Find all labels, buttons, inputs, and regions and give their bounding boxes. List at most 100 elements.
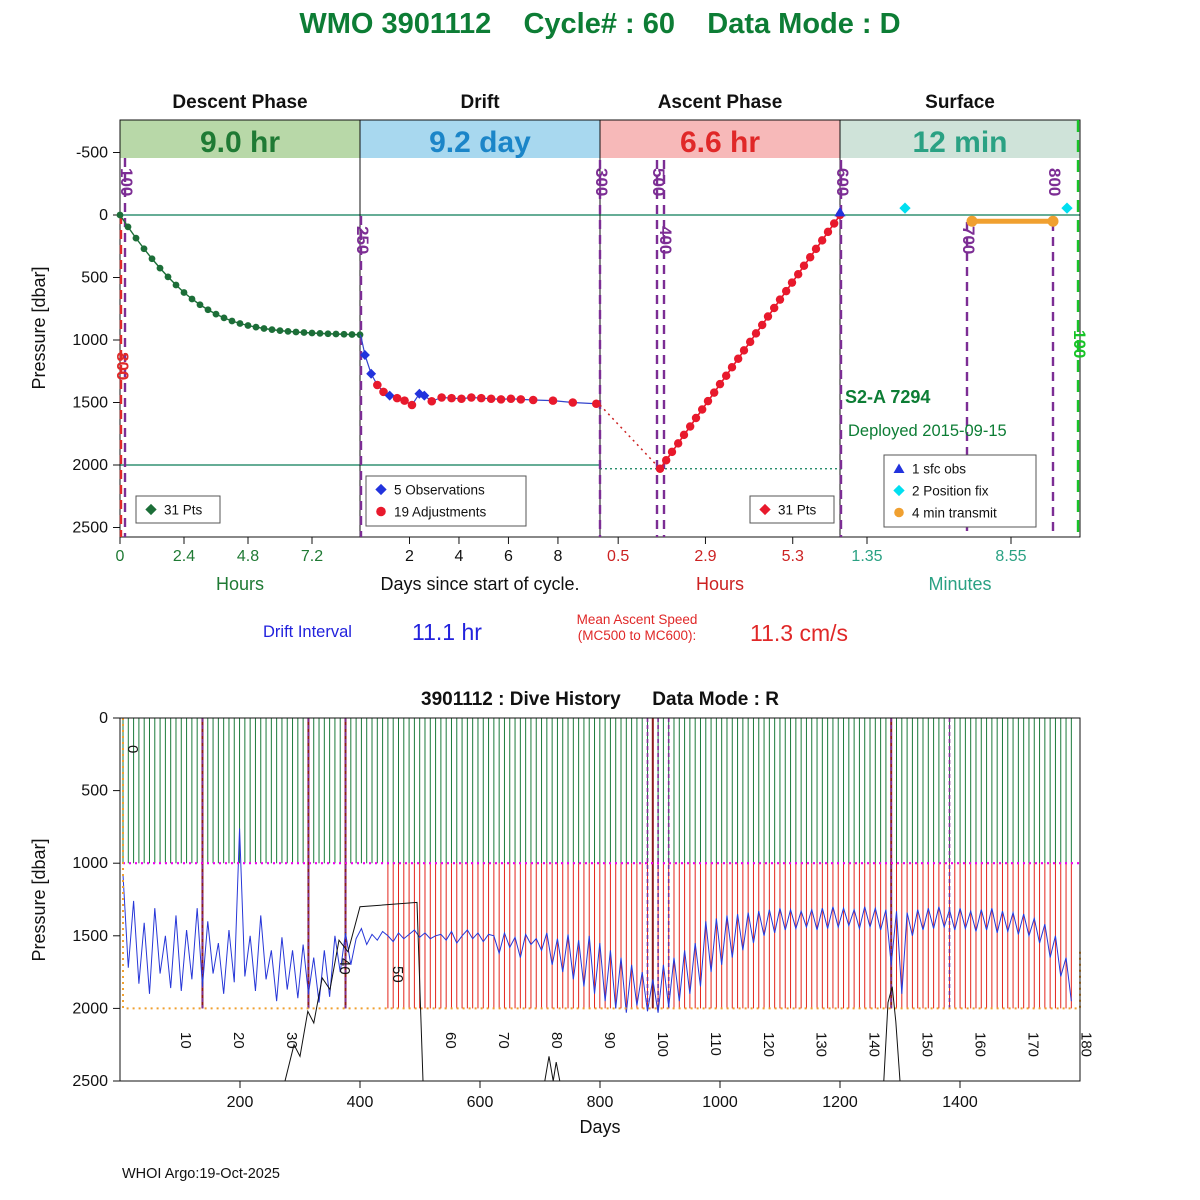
drift-adjustment-point: [447, 393, 456, 403]
ascent-point: [757, 320, 767, 330]
ascent-speed-value: 11.3 cm/s: [750, 620, 848, 646]
y-tick-label: 1000: [72, 332, 108, 349]
profile-depth-line: [122, 718, 1081, 1010]
circle-marker: [894, 507, 904, 518]
cycle-label: 70: [495, 1032, 512, 1049]
contour-line: [284, 901, 424, 1082]
contour-line: [883, 986, 901, 1082]
bottom-x-axis-label: Days: [579, 1117, 620, 1137]
descent-point: [204, 306, 212, 314]
descent-point: [116, 211, 124, 219]
x-tick-label: 1000: [702, 1094, 738, 1111]
y-tick-label: 0: [99, 207, 108, 224]
ascent-point: [661, 456, 671, 465]
descent-point: [148, 255, 156, 263]
diamond-marker: [893, 484, 905, 497]
ascent-point: [805, 253, 815, 262]
x-tick-label: 2.4: [173, 548, 195, 565]
ascent-point: [655, 464, 665, 473]
cycle-label: 60: [442, 1032, 459, 1049]
legend-box: [365, 475, 527, 527]
drift-adjustment-point: [496, 395, 506, 404]
cycle-label: 120: [760, 1032, 777, 1057]
x-tick-label: 1400: [942, 1094, 978, 1111]
cycle-label: 150: [919, 1032, 936, 1057]
y-tick-label: 500: [81, 270, 108, 287]
drift-adjustment-point: [591, 399, 601, 409]
x-tick-label: 4.8: [237, 548, 259, 565]
x-tick-label: 1200: [822, 1094, 858, 1111]
descent-point: [220, 314, 228, 322]
ascent-point: [727, 363, 737, 372]
diamond-marker: [384, 390, 395, 401]
cycle-label: 10: [177, 1032, 194, 1049]
mc-label: 700: [959, 226, 978, 254]
x-tick-label: 2: [405, 548, 414, 565]
ascent-point: [769, 303, 779, 313]
cycle-label: 110: [707, 1032, 724, 1056]
descent-point: [196, 301, 204, 309]
phase-duration: 6.6 hr: [680, 126, 760, 159]
phase-title: Drift: [460, 92, 500, 113]
transmit-end-marker: [1047, 215, 1059, 227]
x-axis-unit: Days since start of cycle.: [380, 574, 579, 594]
drift-adjustment-point: [407, 400, 417, 410]
diamond-marker: [359, 350, 370, 360]
deployed-date: Deployed 2015-09-15: [848, 422, 1007, 440]
drift-adjustment-point: [467, 393, 476, 402]
x-tick-label: 200: [227, 1094, 254, 1111]
triangle-marker: [834, 206, 846, 217]
phase-band: [840, 120, 1080, 158]
ascent-point: [679, 430, 689, 440]
drift-interval-label: Drift Interval: [263, 623, 352, 641]
mc-label: 600: [833, 168, 852, 196]
ascent-point: [823, 227, 833, 237]
phase-title: Descent Phase: [172, 92, 307, 113]
ascent-point: [709, 388, 719, 397]
phase-band: [360, 120, 600, 158]
diamond-marker: [759, 503, 771, 516]
ascent-point: [685, 422, 695, 431]
legend-label: 31 Pts: [164, 503, 203, 518]
x-tick-label: 400: [347, 1094, 374, 1111]
mc-label: 300: [592, 168, 611, 196]
cycle-label: 160: [972, 1032, 989, 1057]
descent-point: [284, 327, 292, 335]
legend-box: [883, 454, 1037, 528]
transmit-start-marker: [966, 215, 978, 227]
ascent-point: [703, 396, 713, 406]
phase-title: Surface: [925, 92, 995, 113]
y-tick-label: 2000: [72, 457, 108, 474]
drift-adjustment-point: [516, 395, 526, 404]
descent-point: [236, 320, 244, 327]
descent-point: [292, 328, 300, 336]
cycle-label: 40: [336, 958, 353, 975]
cycle-timeline-chart: Descent Phase 9.0 hr 0 2.4 4.8 7.2 Hours Drift 9…: [29, 92, 1089, 646]
drift-adjustment-point: [427, 396, 437, 406]
credit-line: WHOI Argo:19-Oct-2025: [122, 1166, 280, 1182]
mc-label: 400: [656, 226, 675, 254]
descent-point: [244, 322, 252, 329]
mc-label: 800: [1045, 168, 1064, 196]
ascent-point: [667, 447, 677, 457]
ascent-point: [721, 371, 731, 380]
phase-duration: 12 min: [912, 126, 1007, 159]
descent-point: [332, 330, 340, 338]
x-tick-label: 8.55: [995, 548, 1026, 565]
cycle-label: 50: [389, 966, 406, 983]
ascent-point: [733, 354, 743, 363]
diamond-marker: [366, 368, 377, 379]
ascent-point: [697, 405, 707, 414]
float-id: S2-A 7294: [845, 387, 930, 407]
diamond-marker: [375, 483, 387, 496]
descent-point: [276, 327, 284, 335]
drift-adjustment-point: [392, 393, 402, 403]
y-tick-label: 1500: [72, 928, 108, 945]
drift-interval-value: 11.1 hr: [412, 619, 482, 645]
descent-point: [180, 289, 188, 296]
y-tick-label: 2000: [72, 1000, 108, 1017]
descent-point: [308, 329, 316, 337]
cycle-label: 20: [230, 1032, 247, 1049]
phase-duration: 9.0 hr: [200, 126, 280, 159]
